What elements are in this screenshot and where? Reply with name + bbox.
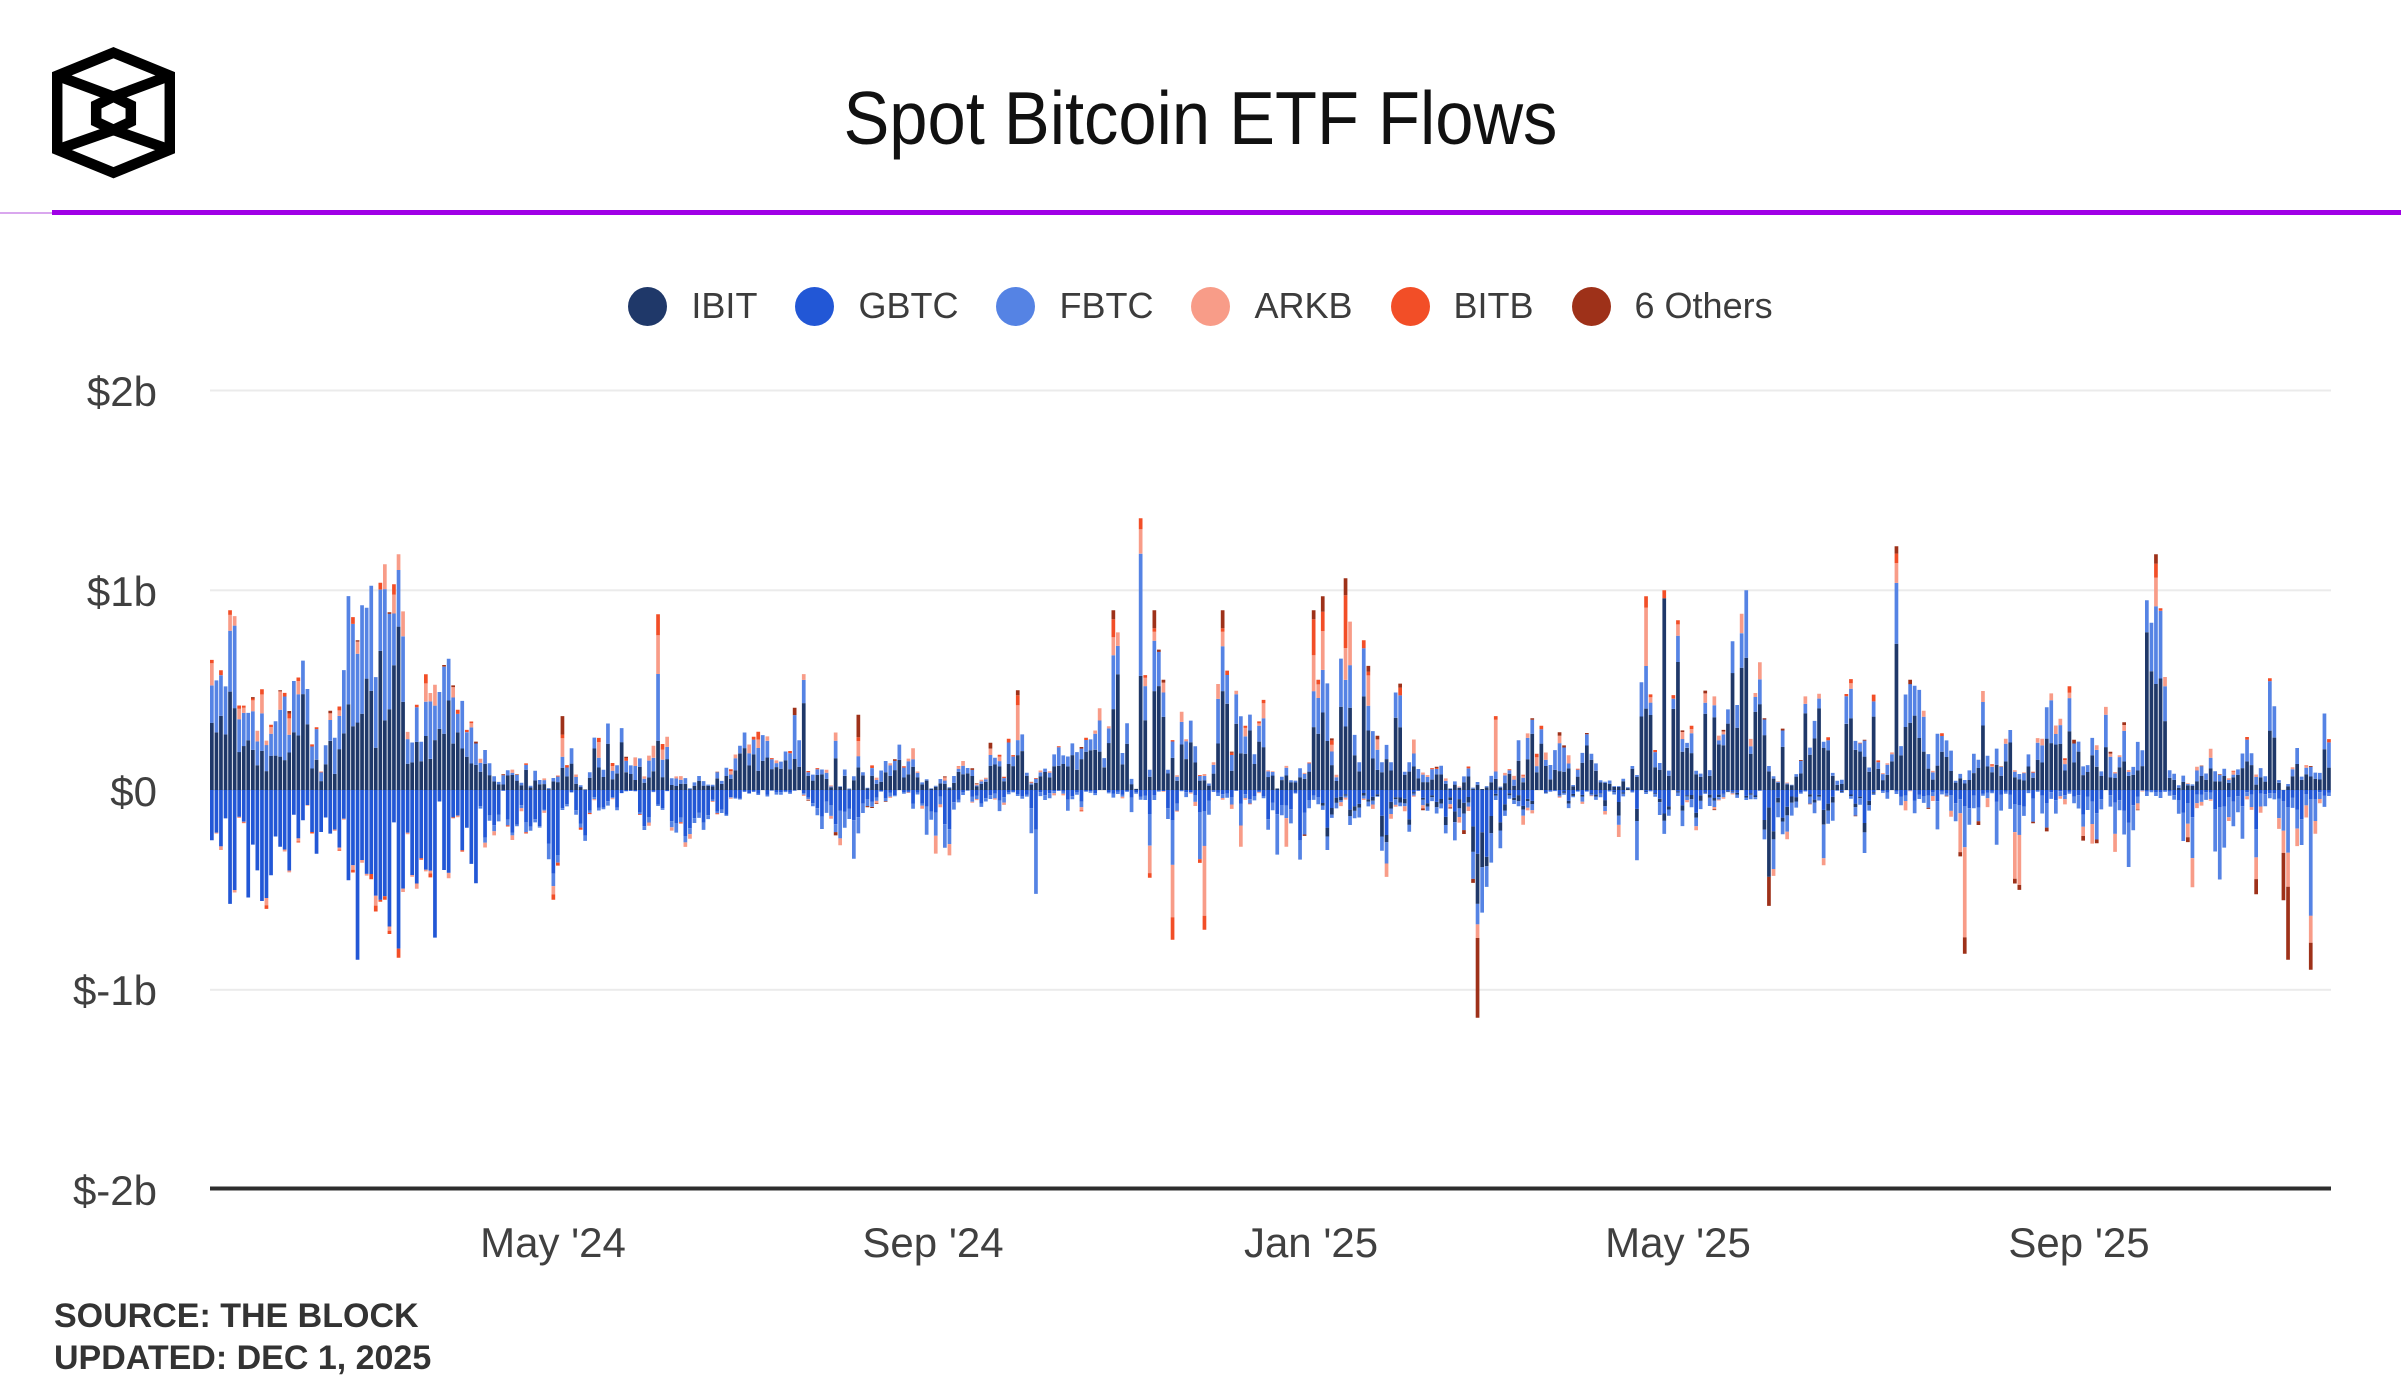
svg-text:Sep '25: Sep '25 (2008, 1219, 2149, 1266)
svg-text:May '25: May '25 (1605, 1219, 1751, 1266)
svg-text:$-2b: $-2b (73, 1167, 157, 1214)
svg-text:Jan '25: Jan '25 (1244, 1219, 1378, 1266)
svg-text:$1b: $1b (87, 568, 157, 615)
svg-text:$0: $0 (110, 768, 157, 815)
svg-text:Sep '24: Sep '24 (862, 1219, 1003, 1266)
svg-text:May '24: May '24 (480, 1219, 626, 1266)
svg-text:$2b: $2b (87, 368, 157, 415)
svg-text:$-1b: $-1b (73, 967, 157, 1014)
